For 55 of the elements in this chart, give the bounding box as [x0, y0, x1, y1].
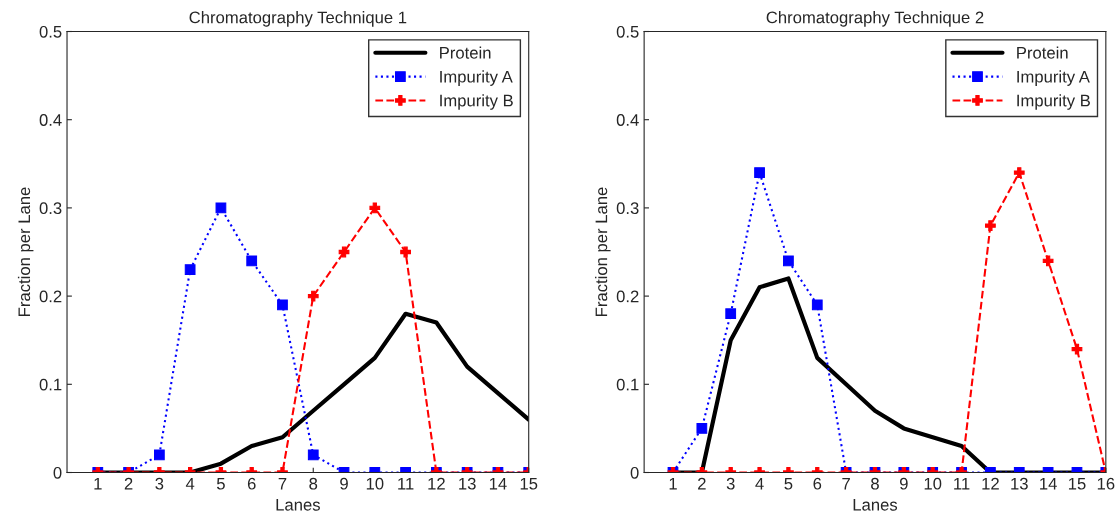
- x-tick-label: 15: [520, 477, 538, 490]
- y-axis-title: Fraction per Lane: [17, 187, 34, 316]
- x-tick-label: 14: [489, 477, 507, 490]
- x-tick-label: 1: [669, 477, 677, 490]
- x-tick-label: 3: [726, 477, 735, 490]
- y-tick-label: 0: [630, 466, 639, 479]
- y-axis-title: Fraction per Lane: [595, 187, 611, 316]
- y-tick-label: 0.2: [39, 290, 62, 303]
- x-tick-label: 12: [428, 477, 445, 490]
- x-tick-label: 6: [247, 477, 256, 490]
- legend-label: Protein: [1017, 46, 1068, 59]
- x-tick-label: 12: [982, 477, 999, 490]
- x-tick-label: 8: [871, 477, 879, 490]
- x-tick-label: 11: [398, 477, 414, 490]
- x-axis-title: Lanes: [276, 499, 320, 511]
- y-tick-label: 0.1: [616, 378, 639, 391]
- x-tick-label: 9: [899, 477, 908, 490]
- legend-label: Impurity A: [1017, 70, 1090, 86]
- x-tick-label: 10: [924, 477, 942, 490]
- legend-label: Impurity B: [1017, 94, 1090, 110]
- x-tick-label: 16: [1097, 477, 1115, 490]
- x-tick-label: 11: [954, 477, 970, 490]
- x-tick-label: 9: [340, 477, 348, 490]
- chart-title: Chromatography Technique 1: [189, 11, 407, 27]
- x-tick-label: 3: [155, 477, 164, 490]
- x-tick-label: 2: [698, 477, 706, 490]
- x-tick-label: 4: [185, 477, 195, 490]
- y-tick-label: 0.4: [616, 114, 639, 126]
- x-tick-label: 5: [784, 477, 793, 490]
- legend-label: Impurity B: [440, 94, 513, 110]
- x-tick-label: 7: [842, 477, 850, 490]
- y-tick-label: 0: [53, 466, 62, 479]
- chart-title: Chromatography Technique 2: [766, 11, 984, 27]
- x-tick-label: 6: [813, 477, 822, 490]
- x-axis-title: Lanes: [853, 499, 898, 511]
- y-tick-label: 0.3: [616, 202, 639, 215]
- y-tick-label: 0.3: [39, 202, 62, 215]
- x-tick-label: 5: [216, 477, 225, 490]
- legend-label: Impurity A: [440, 70, 513, 86]
- y-tick-label: 0.4: [39, 114, 62, 126]
- x-tick-label: 13: [1011, 477, 1028, 490]
- y-tick-label: 0.1: [39, 378, 62, 391]
- x-tick-label: 15: [1068, 477, 1086, 490]
- x-tick-label: 14: [1040, 477, 1057, 490]
- y-tick-label: 0.5: [616, 25, 639, 38]
- x-tick-label: 2: [124, 477, 133, 490]
- y-tick-label: 0.5: [39, 25, 62, 38]
- x-tick-label: 13: [459, 477, 476, 490]
- y-tick-label: 0.2: [616, 290, 639, 303]
- x-tick-label: 1: [94, 477, 102, 490]
- x-tick-label: 8: [309, 477, 318, 490]
- x-tick-label: 4: [755, 477, 764, 490]
- x-tick-label: 7: [278, 477, 287, 490]
- legend-label: Protein: [440, 46, 491, 59]
- x-tick-label: 10: [366, 477, 384, 490]
